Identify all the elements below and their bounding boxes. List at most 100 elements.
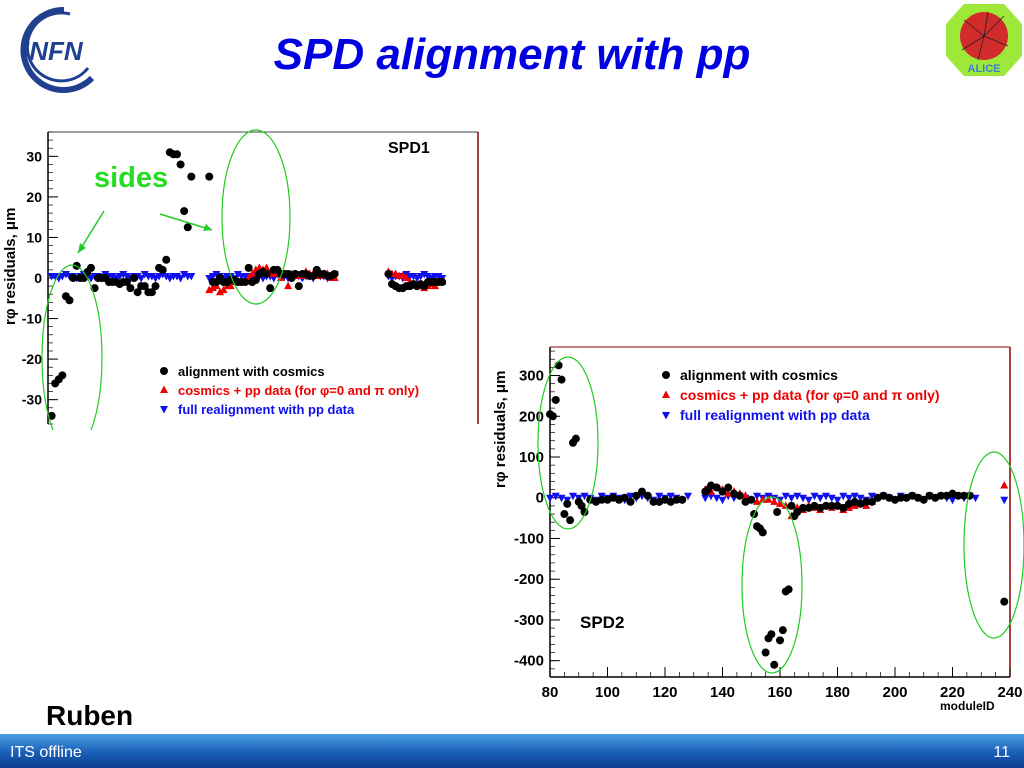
data-point bbox=[833, 496, 842, 505]
data-point bbox=[701, 494, 710, 503]
data-point bbox=[758, 528, 767, 537]
data-point bbox=[58, 371, 67, 380]
data-point bbox=[655, 492, 664, 501]
data-point bbox=[133, 288, 142, 297]
data-point bbox=[183, 223, 192, 232]
data-point bbox=[65, 296, 74, 305]
data-point bbox=[122, 278, 131, 287]
spd1-y-axis-label: rφ residuals, μm bbox=[2, 208, 19, 325]
data-point bbox=[753, 497, 761, 505]
data-point bbox=[434, 272, 443, 281]
data-point bbox=[219, 285, 228, 294]
data-point bbox=[548, 412, 557, 421]
spd2-right-ellipse bbox=[963, 451, 1024, 639]
data-point bbox=[827, 501, 836, 510]
data-point bbox=[140, 270, 149, 279]
spd2-x-axis-label: moduleID bbox=[940, 699, 995, 713]
x-tick-label: 140 bbox=[710, 684, 735, 701]
data-point bbox=[773, 508, 782, 516]
data-point bbox=[799, 494, 807, 503]
spd2-y-axis-label: rφ residuals, μm bbox=[492, 371, 509, 488]
data-point bbox=[384, 269, 393, 278]
x-tick-label: 220 bbox=[940, 684, 965, 701]
spd1-top-ellipse bbox=[221, 129, 291, 305]
data-point bbox=[420, 270, 429, 279]
y-tick-label: -100 bbox=[514, 530, 544, 547]
data-point bbox=[845, 494, 853, 503]
data-point bbox=[868, 492, 876, 501]
footer-bar: ITS offline 11 bbox=[0, 734, 1024, 768]
data-point bbox=[620, 493, 629, 502]
data-point bbox=[649, 497, 658, 506]
data-point bbox=[781, 492, 790, 501]
data-point bbox=[784, 585, 793, 594]
legend-label: alignment with cosmics bbox=[680, 367, 838, 383]
spd2-chart: rφ residuals, μm moduleID SPD2 -400 -300 -… bbox=[492, 346, 1024, 713]
y-tick-label: 100 bbox=[519, 449, 544, 466]
data-point bbox=[176, 275, 185, 283]
data-point bbox=[126, 284, 135, 293]
data-point bbox=[770, 497, 779, 505]
data-point bbox=[569, 492, 577, 501]
data-point bbox=[108, 272, 117, 281]
data-point bbox=[87, 263, 95, 272]
data-point bbox=[551, 395, 560, 404]
x-tick-label: 180 bbox=[825, 684, 850, 701]
page-number: 11 bbox=[993, 744, 1010, 761]
data-point bbox=[965, 491, 974, 500]
legend-marker bbox=[662, 371, 670, 379]
data-point bbox=[180, 207, 189, 216]
logo-left-text: INFN bbox=[22, 36, 84, 66]
spd2-label: SPD2 bbox=[580, 613, 624, 632]
data-point bbox=[423, 272, 432, 281]
data-point bbox=[248, 269, 257, 277]
y-tick-label: 0 bbox=[536, 490, 544, 507]
data-point bbox=[241, 278, 250, 287]
data-point bbox=[770, 660, 779, 669]
data-point bbox=[776, 499, 784, 507]
data-point bbox=[778, 626, 787, 635]
data-point bbox=[850, 492, 859, 501]
y-tick-label: -200 bbox=[514, 571, 544, 588]
data-point bbox=[839, 492, 848, 501]
data-point bbox=[919, 495, 928, 504]
data-point bbox=[130, 274, 138, 282]
data-point bbox=[868, 497, 876, 506]
data-point bbox=[822, 492, 830, 501]
legend-marker bbox=[160, 406, 168, 414]
data-point bbox=[51, 272, 60, 281]
legend-label: full realignment with pp data bbox=[178, 402, 355, 417]
data-point bbox=[767, 630, 776, 639]
y-tick-label: -300 bbox=[514, 612, 544, 629]
sides-annotation: sides bbox=[94, 162, 169, 194]
data-point bbox=[839, 503, 848, 512]
data-point bbox=[761, 648, 770, 657]
data-point bbox=[173, 150, 181, 159]
data-point bbox=[151, 282, 160, 291]
data-point bbox=[1000, 597, 1009, 606]
data-point bbox=[173, 272, 181, 281]
y-tick-label: 300 bbox=[519, 368, 544, 385]
data-point bbox=[580, 492, 589, 501]
infn-logo: INFN bbox=[20, 6, 95, 93]
data-point bbox=[557, 494, 566, 503]
sides-arrow-right bbox=[159, 213, 213, 231]
data-point bbox=[1000, 481, 1009, 489]
data-point bbox=[724, 483, 733, 492]
data-point bbox=[896, 493, 905, 502]
data-point bbox=[266, 284, 275, 293]
data-point bbox=[162, 272, 171, 281]
slide-title: SPD alignment with pp bbox=[273, 30, 751, 79]
y-tick-label: -400 bbox=[514, 653, 544, 670]
legend-label: cosmics + pp data (for φ=0 and π only) bbox=[178, 383, 419, 398]
data-point bbox=[638, 487, 646, 496]
data-point bbox=[187, 272, 196, 281]
data-point bbox=[137, 275, 146, 283]
legend-label: full realignment with pp data bbox=[680, 407, 870, 423]
spd2-middle-ellipse bbox=[741, 496, 803, 674]
data-point bbox=[560, 510, 569, 519]
data-point bbox=[862, 497, 871, 506]
y-tick-label: 20 bbox=[26, 189, 42, 205]
data-point bbox=[262, 269, 271, 278]
data-point bbox=[241, 272, 250, 281]
